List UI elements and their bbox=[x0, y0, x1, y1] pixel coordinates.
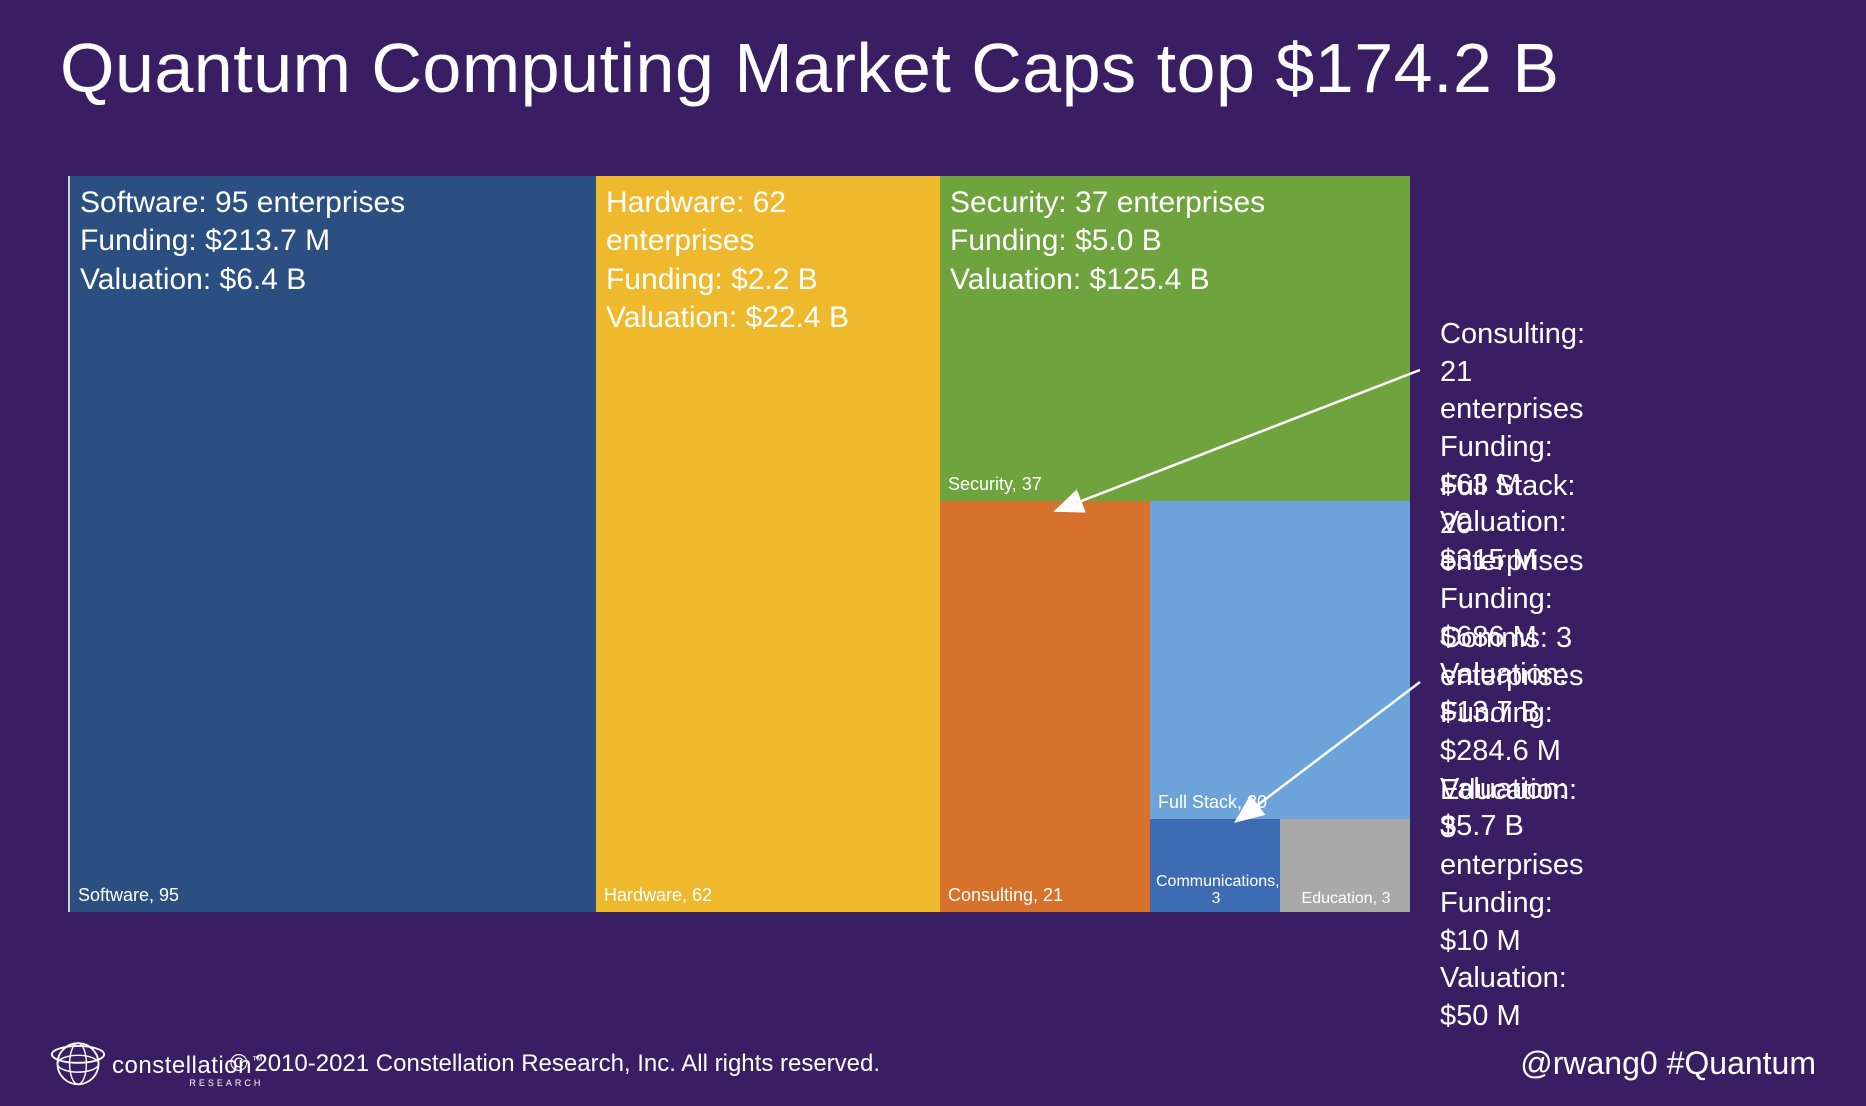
cell-label-fullstack: Full Stack, 20 bbox=[1158, 792, 1267, 813]
treemap-cell-fullstack: Full Stack, 20 bbox=[1150, 501, 1410, 819]
treemap-cell-security: Security: 37 enterprises Funding: $5.0 B… bbox=[940, 176, 1410, 501]
cell-label-communications: Communications, 3 bbox=[1156, 873, 1276, 908]
cell-label-software: Software, 95 bbox=[78, 885, 179, 906]
cell-label-security: Security, 37 bbox=[948, 474, 1042, 495]
treemap-cell-communications: Communications, 3 bbox=[1150, 819, 1280, 912]
treemap-cell-software: Software: 95 enterprises Funding: $213.7… bbox=[70, 176, 596, 912]
treemap-cell-education: Education, 3 bbox=[1280, 819, 1410, 912]
cell-details-hardware: Hardware: 62 enterprises Funding: $2.2 B… bbox=[606, 184, 940, 338]
cell-label-consulting: Consulting, 21 bbox=[948, 885, 1063, 906]
education-callout: Education: 3 enterprises Funding: $10 M … bbox=[1440, 772, 1583, 1036]
cell-label-education: Education, 3 bbox=[1286, 890, 1406, 908]
slide-title: Quantum Computing Market Caps top $174.2… bbox=[60, 28, 1560, 108]
logo-subtext: RESEARCH bbox=[112, 1078, 263, 1088]
globe-icon bbox=[50, 1032, 106, 1088]
twitter-handle: @rwang0 #Quantum bbox=[1520, 1045, 1816, 1082]
cell-details-software: Software: 95 enterprises Funding: $213.7… bbox=[80, 184, 405, 299]
cell-details-security: Security: 37 enterprises Funding: $5.0 B… bbox=[950, 184, 1265, 299]
copyright-text: © 2010-2021 Constellation Research, Inc.… bbox=[230, 1050, 880, 1078]
cell-label-hardware: Hardware, 62 bbox=[604, 885, 712, 906]
slide: Quantum Computing Market Caps top $174.2… bbox=[0, 0, 1866, 1106]
treemap-cell-consulting: Consulting, 21 bbox=[940, 501, 1150, 912]
treemap-cell-hardware: Hardware: 62 enterprises Funding: $2.2 B… bbox=[596, 176, 940, 912]
treemap-chart: Software: 95 enterprises Funding: $213.7… bbox=[68, 176, 1408, 912]
footer: constellation™ RESEARCH © 2010-2021 Cons… bbox=[0, 1016, 1866, 1106]
